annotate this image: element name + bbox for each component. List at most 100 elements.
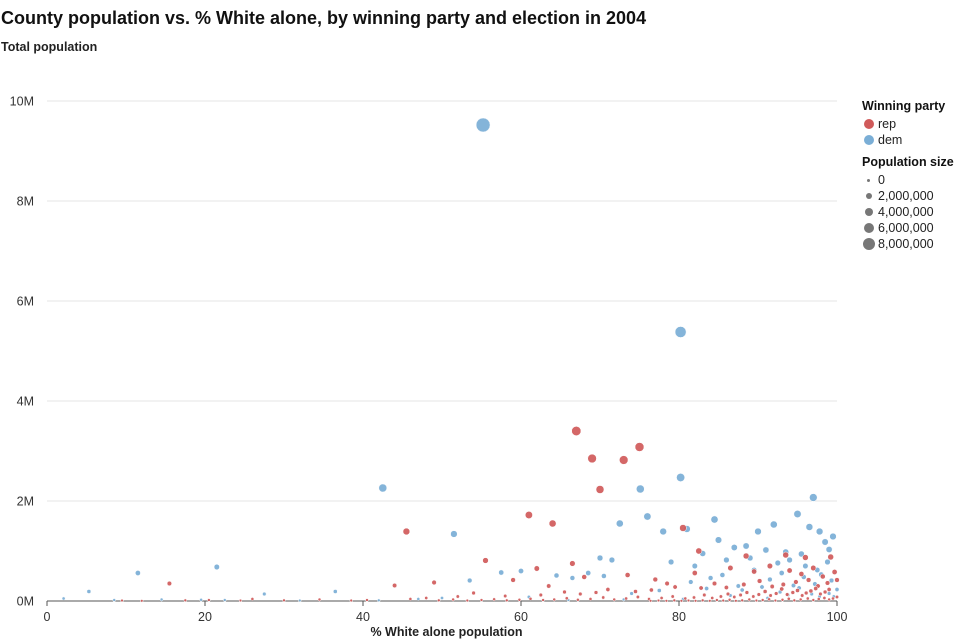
legend-size-2: 4,000,000 [862, 204, 954, 220]
point-dem [86, 589, 92, 594]
point-dem [467, 577, 473, 584]
point-rep [751, 568, 757, 575]
y-tick-label: 0M [17, 595, 34, 609]
point-rep [492, 597, 496, 602]
point-rep [813, 586, 819, 591]
gridlines [47, 100, 837, 602]
point-dem [754, 527, 762, 536]
point-rep [533, 565, 540, 572]
x-tick-label: 0 [44, 610, 51, 624]
point-dem [667, 558, 675, 566]
point-dem [802, 562, 809, 570]
point-rep [633, 589, 638, 594]
legend-size-label: 8,000,000 [878, 237, 934, 251]
point-rep [670, 594, 675, 599]
point-rep [721, 598, 725, 603]
point-rep [810, 565, 817, 571]
point-rep [723, 585, 729, 590]
point-rep [768, 593, 773, 598]
point-dem [759, 584, 765, 590]
point-dem [450, 530, 458, 538]
y-axis-ticks: 0M 2M 4M 6M 8M 10M [10, 95, 34, 609]
point-dem [707, 575, 714, 581]
point-dem [596, 554, 604, 562]
legend: Winning party rep dem Population size 0 … [862, 99, 954, 252]
point-dem [608, 556, 616, 564]
point-dem [829, 532, 837, 541]
point-dem [333, 589, 338, 594]
point-dem [377, 598, 381, 602]
point-rep [548, 519, 557, 528]
point-rep [710, 596, 715, 600]
point-dem [199, 598, 203, 602]
point-rep [686, 598, 691, 603]
point-rep [552, 597, 556, 602]
point-rep [649, 599, 653, 603]
point-rep [747, 597, 752, 602]
point-rep [773, 598, 778, 603]
x-axis-title: % White alone population [370, 625, 523, 639]
point-rep [804, 590, 809, 596]
point-dem [223, 598, 227, 602]
point-rep [612, 597, 616, 602]
point-rep [619, 455, 629, 465]
point-rep [792, 598, 796, 602]
x-axis-ticks: 0 20 40 60 80 100 [44, 601, 847, 624]
point-dem [61, 596, 66, 601]
point-rep [808, 588, 814, 594]
point-dem [112, 598, 116, 602]
point-rep [576, 598, 580, 602]
point-rep [120, 598, 124, 603]
point-rep [756, 592, 761, 597]
point-dem [585, 570, 592, 576]
point-rep [282, 598, 286, 602]
point-rep [835, 595, 839, 599]
point-rep [349, 598, 353, 603]
point-rep [695, 547, 703, 555]
point-rep [694, 599, 698, 603]
legend-size-0: 0 [862, 172, 954, 188]
point-rep [595, 485, 605, 494]
point-dem [824, 558, 831, 566]
point-rep [798, 571, 805, 577]
point-dem [815, 527, 824, 536]
point-rep [774, 591, 779, 596]
point-dem [793, 510, 802, 518]
point-rep [510, 577, 516, 583]
point-rep [793, 579, 799, 585]
point-rep [541, 598, 545, 602]
point-rep [702, 592, 707, 598]
point-dem [809, 493, 818, 502]
point-rep [822, 589, 828, 595]
legend-size-label: 2,000,000 [878, 189, 934, 203]
point-rep [692, 595, 696, 600]
point-dem [159, 597, 164, 602]
point-rep [503, 593, 508, 599]
point-dem [739, 587, 745, 593]
point-rep [250, 597, 255, 601]
chart-title: County population vs. % White alone, by … [1, 8, 647, 28]
point-dem [298, 598, 302, 603]
point-dem [742, 542, 750, 550]
point-rep [471, 590, 476, 596]
legend-rep-label: rep [878, 117, 897, 131]
point-dem [778, 570, 785, 576]
point-rep [505, 598, 509, 602]
point-rep [691, 570, 698, 576]
point-dem [714, 536, 723, 544]
point-rep [528, 596, 533, 601]
point-dem [416, 597, 421, 601]
point-rep [546, 583, 552, 589]
point-rep [166, 580, 172, 587]
point-dem [629, 591, 634, 596]
legend-size-3: 6,000,000 [862, 220, 954, 236]
point-rep [664, 599, 668, 603]
point-dem [791, 583, 796, 588]
point-rep [740, 598, 744, 602]
point-rep [183, 598, 187, 602]
point-dem [825, 546, 833, 553]
point-rep [588, 597, 593, 601]
point-rep [479, 598, 484, 602]
point-rep [805, 596, 810, 601]
